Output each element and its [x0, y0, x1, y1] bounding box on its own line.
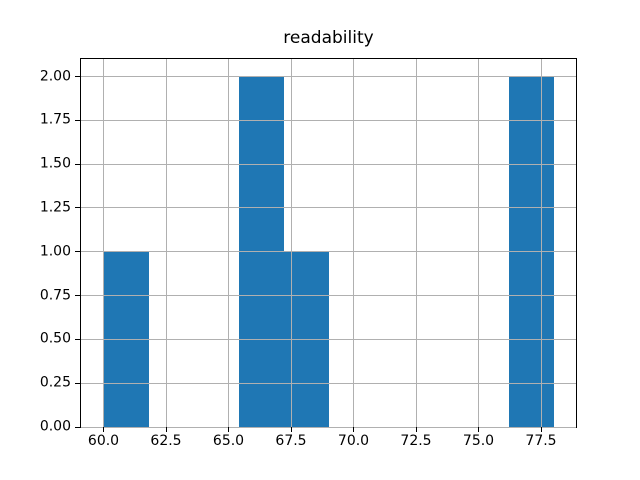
plot-area: 60.0 62.5 65.0 67.5 70.0 72.5 75.0 77.5 0.00 0.25…: [40, 58, 577, 449]
y-axis-tick-label: 0.50: [39, 330, 71, 347]
y-axis-tick-label: 0.00: [39, 418, 71, 435]
y-axis-tick-label: 1.00: [39, 243, 71, 260]
horizontal-gridline: [81, 251, 576, 253]
horizontal-gridline: [81, 295, 576, 297]
vertical-gridline: [290, 59, 292, 427]
y-axis-tick: [75, 426, 80, 428]
y-axis-tick-label: 0.75: [39, 287, 71, 304]
horizontal-gridline: [81, 338, 576, 340]
vertical-gridline: [165, 59, 167, 427]
x-axis-tick: [540, 427, 542, 432]
vertical-gridline: [478, 59, 479, 427]
x-axis-tick: [415, 427, 417, 432]
horizontal-gridline: [81, 119, 576, 121]
vertical-gridline: [415, 59, 417, 427]
x-axis-tick: [353, 427, 354, 432]
horizontal-gridline: [81, 207, 576, 209]
y-axis-tick: [75, 119, 80, 121]
vertical-gridline: [540, 59, 542, 427]
x-axis-tick-label: 72.5: [400, 433, 432, 449]
vertical-gridline: [228, 59, 229, 427]
horizontal-gridline: [81, 426, 576, 428]
x-axis-tick: [165, 427, 167, 432]
y-axis-tick-label: 1.25: [39, 199, 71, 216]
horizontal-gridline: [81, 382, 576, 384]
x-axis-tick-label: 70.0: [337, 433, 370, 449]
y-axis-tick-label: 1.75: [39, 111, 71, 128]
x-axis-tick-label: 62.5: [150, 433, 182, 449]
horizontal-gridline: [81, 76, 576, 78]
x-axis-tick: [290, 427, 292, 432]
y-axis-tick: [75, 251, 80, 253]
y-axis-tick: [75, 338, 80, 340]
vertical-gridline: [103, 59, 104, 427]
x-axis-tick: [228, 427, 229, 432]
x-axis-tick-label: 60.0: [87, 433, 120, 449]
y-axis-tick: [75, 295, 80, 297]
chart-title: readability: [283, 28, 374, 48]
x-axis-tick-label: 65.0: [212, 433, 245, 449]
x-axis-tick: [103, 427, 104, 432]
x-axis-tick-label: 67.5: [275, 433, 307, 449]
y-axis-tick: [75, 76, 80, 78]
horizontal-gridline: [81, 163, 576, 165]
y-axis-tick: [75, 163, 80, 165]
x-axis-tick: [478, 427, 479, 432]
y-axis-tick: [75, 207, 80, 209]
vertical-gridline: [353, 59, 354, 427]
y-axis-tick-label: 1.50: [39, 155, 71, 172]
ticks-layer: 60.0 62.5 65.0 67.5 70.0 72.5 75.0 77.5 0.00 0.25…: [40, 59, 576, 449]
y-axis-tick-label: 2.00: [39, 68, 71, 85]
x-axis-tick-label: 75.0: [462, 433, 495, 449]
grid-layer: [81, 59, 576, 428]
x-axis-tick-label: 77.5: [525, 433, 557, 449]
y-axis-tick-label: 0.25: [39, 374, 71, 391]
y-axis-tick: [75, 382, 80, 384]
